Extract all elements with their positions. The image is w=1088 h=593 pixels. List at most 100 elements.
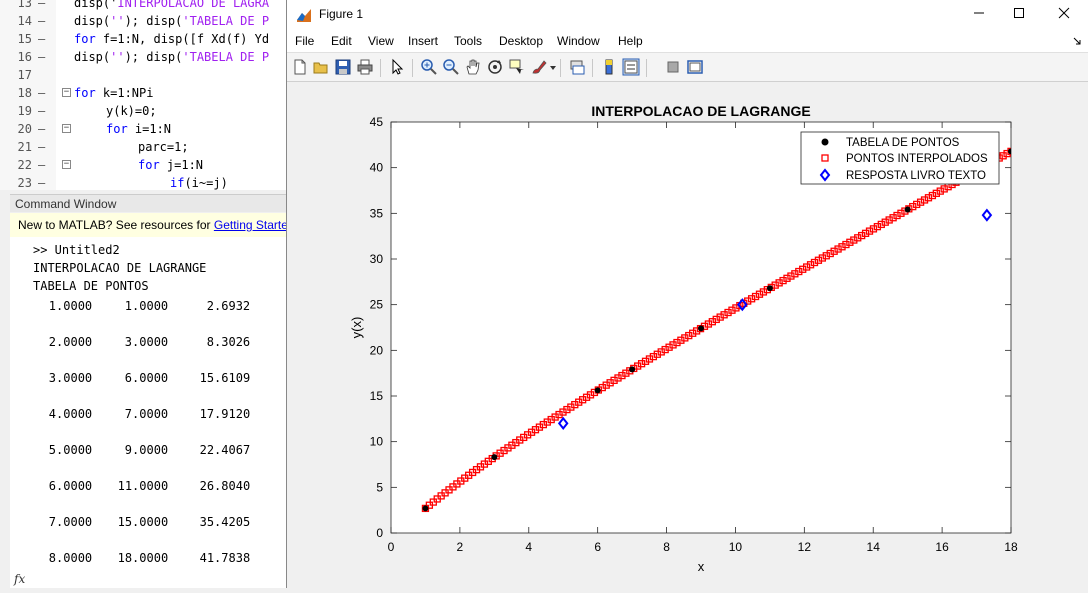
- interpolated-point: [771, 281, 779, 289]
- breakpoint-dash[interactable]: –: [38, 122, 46, 136]
- interpolated-point: [661, 345, 669, 354]
- command-window-output[interactable]: >> Untitled2 INTERPOLACAO DE LAGRANGE TA…: [10, 237, 290, 588]
- breakpoint-dash[interactable]: –: [38, 14, 46, 28]
- code-token: 'TABELA DE P: [182, 50, 270, 64]
- legend-box: [800, 131, 1000, 185]
- x-tick-label: 12: [798, 540, 812, 554]
- output-table-cell: 3.0000: [124, 335, 169, 349]
- output-table-cell: 35.4205: [199, 515, 251, 529]
- getting-started-banner: New to MATLAB? See resources for Getting…: [10, 213, 290, 237]
- maximize-icon: [1014, 8, 1024, 18]
- menu-edit[interactable]: Edit: [331, 34, 352, 48]
- interpolated-point: [665, 343, 673, 351]
- pan-icon[interactable]: [464, 58, 482, 76]
- interpolated-point: [885, 216, 893, 224]
- brush-icon[interactable]: [530, 58, 548, 76]
- minimize-button[interactable]: [967, 4, 991, 24]
- legend-icon[interactable]: [622, 58, 640, 76]
- code-line: 15– for f=1:N, disp([f Xd(f) Yd: [0, 30, 290, 48]
- breakpoint-dash[interactable]: –: [38, 50, 46, 64]
- code-token: '': [110, 50, 125, 64]
- interpolated-point: [924, 194, 933, 202]
- fold-toggle-icon[interactable]: −: [62, 159, 71, 169]
- y-tick-label: 35: [370, 206, 384, 220]
- new-figure-icon[interactable]: [291, 58, 309, 76]
- getting-started-link[interactable]: Getting Started.: [213, 218, 290, 232]
- interpolated-point: [920, 196, 929, 204]
- minimize-icon: [974, 12, 984, 14]
- interpolated-point: [873, 222, 882, 231]
- lagrange-plot[interactable]: 0 2 4 6 8 10 12 14 16 18 0 5 10 15 20 25 30 35 40 45 INTERPO…: [287, 82, 1088, 588]
- code-token: for: [74, 32, 96, 46]
- breakpoint-dash[interactable]: –: [38, 32, 46, 46]
- code-line: 13– disp('INTERPOLACAO DE LAGRA: [0, 0, 290, 12]
- link-icon[interactable]: [568, 58, 586, 76]
- save-icon[interactable]: [334, 58, 352, 76]
- rotate-icon[interactable]: [486, 58, 504, 76]
- interpolated-point: [720, 311, 728, 319]
- code-text: parc=1;: [138, 138, 189, 156]
- fold-toggle-icon[interactable]: −: [62, 87, 71, 97]
- colorbar-icon[interactable]: [600, 58, 618, 76]
- breakpoint-dash[interactable]: –: [38, 158, 46, 172]
- fold-toggle-icon[interactable]: −: [62, 123, 71, 133]
- open-file-icon[interactable]: [312, 58, 330, 76]
- toolbar-separator: [646, 59, 647, 77]
- menu-window[interactable]: Window: [557, 34, 600, 48]
- code-text: if(i~=j): [170, 174, 228, 190]
- y-tick-label: 5: [376, 480, 383, 494]
- print-icon[interactable]: [356, 58, 374, 76]
- dock-arrow-icon[interactable]: [1073, 37, 1081, 45]
- zoom-in-icon[interactable]: [420, 58, 438, 76]
- maximize-button[interactable]: [1007, 4, 1031, 24]
- output-table-cell: 1.0000: [48, 299, 93, 313]
- code-text: y(k)=0;: [106, 102, 157, 120]
- menu-tools[interactable]: Tools: [454, 34, 483, 48]
- breakpoint-dash[interactable]: –: [38, 0, 46, 10]
- code-token: parc=1;: [138, 140, 189, 154]
- figure-canvas[interactable]: 0 2 4 6 8 10 12 14 16 18 0 5 10 15 20 25 30 35 40 45 INTERPO…: [287, 82, 1088, 588]
- interpolated-point: [732, 304, 740, 312]
- interpolated-point: [838, 243, 846, 251]
- interpolated-point: [936, 187, 944, 195]
- breakpoint-dash[interactable]: –: [38, 176, 46, 190]
- hide-tools-icon[interactable]: [664, 58, 682, 76]
- figure-window[interactable]: Figure 1 File Edit View Insert Tools Des…: [286, 0, 1088, 588]
- line-number: 18: [17, 86, 32, 100]
- interpolated-point: [916, 198, 925, 206]
- interpolated-point: [728, 306, 736, 314]
- show-tools-icon[interactable]: [686, 58, 704, 76]
- menu-file[interactable]: File: [295, 34, 315, 48]
- pointer-icon[interactable]: [388, 58, 406, 76]
- menu-view[interactable]: View: [368, 34, 394, 48]
- output-table-cell: 6.0000: [124, 371, 169, 385]
- x-tick-label: 14: [867, 540, 881, 554]
- menu-help[interactable]: Help: [618, 34, 643, 48]
- output-table-cell: 22.4067: [199, 443, 251, 457]
- output-table-cell: 15.6109: [199, 371, 251, 385]
- data-cursor-icon[interactable]: [508, 58, 526, 76]
- zoom-out-icon[interactable]: [442, 58, 460, 76]
- banner-text: New to MATLAB? See resources for: [18, 218, 214, 232]
- code-token: for: [106, 122, 128, 136]
- breakpoint-dash[interactable]: –: [38, 86, 46, 100]
- interpolated-point: [755, 290, 764, 298]
- breakpoint-dash[interactable]: –: [38, 140, 46, 154]
- interpolated-point: [724, 308, 732, 317]
- figure-titlebar[interactable]: Figure 1: [287, 0, 1088, 30]
- interpolated-point: [834, 245, 842, 253]
- code-token: y(k)=0;: [106, 104, 157, 118]
- brush-dropdown-icon[interactable]: [550, 66, 556, 70]
- menu-desktop[interactable]: Desktop: [499, 34, 544, 48]
- line-number: 23: [17, 176, 32, 190]
- menu-insert[interactable]: Insert: [408, 34, 439, 48]
- breakpoint-dash[interactable]: –: [38, 104, 46, 118]
- legend-label: TABELA DE PONTOS: [846, 137, 960, 149]
- line-number: 21: [17, 140, 32, 154]
- code-line: 17: [0, 66, 290, 84]
- code-editor[interactable]: 13– disp('INTERPOLACAO DE LAGRA 14– disp(''…: [0, 0, 290, 190]
- interpolated-point: [759, 288, 768, 296]
- close-button[interactable]: [1052, 4, 1076, 24]
- interpolated-point: [673, 338, 681, 347]
- interpolated-point: [791, 270, 799, 278]
